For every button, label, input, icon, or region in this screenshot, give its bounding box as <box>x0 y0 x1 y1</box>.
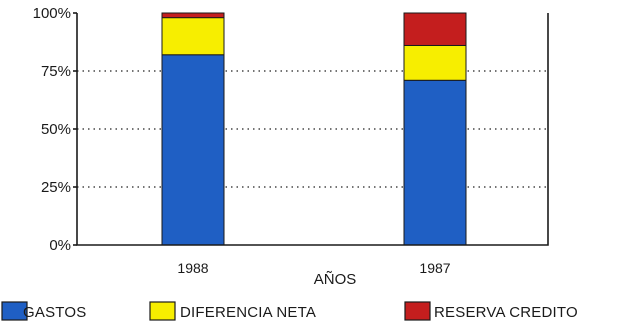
y-tick-label-25: 25% <box>41 179 71 196</box>
legend-swatch-gastos <box>1 301 28 321</box>
y-tick-label-0: 0% <box>49 237 71 254</box>
bar-1987-diferencia-neta <box>403 44 467 81</box>
bar-1987-gastos <box>403 79 467 246</box>
axis-layer <box>76 13 549 246</box>
legend-swatch-reserva-credito <box>404 301 431 321</box>
x-category-label-1987: 1987 <box>419 260 450 276</box>
y-tick-label-50: 50% <box>41 121 71 138</box>
y-tick-label-75: 75% <box>41 63 71 80</box>
legend-label-reserva-credito: RESERVA CREDITO <box>434 304 578 321</box>
bar-1988-diferencia-neta <box>161 17 225 56</box>
plot-axes <box>76 13 549 246</box>
bars-layer <box>161 12 467 246</box>
x-category-label-1988: 1988 <box>177 260 208 276</box>
legend-label-gastos: GASTOS <box>23 304 86 321</box>
x-category-labels: 1988 1987 <box>177 260 450 276</box>
bar-1988-gastos <box>161 54 225 246</box>
grid-layer <box>77 70 548 188</box>
x-axis-title: AÑOS <box>314 271 357 288</box>
y-tick-labels: 0% 25% 50% 75% 100% <box>33 5 77 254</box>
y-tick-label-100: 100% <box>33 5 71 22</box>
legend-swatch-diferencia-neta <box>149 301 176 321</box>
legend: GASTOS DIFERENCIA NETA RESERVA CREDITO <box>1 301 578 321</box>
legend-label-diferencia-neta: DIFERENCIA NETA <box>180 304 316 321</box>
bar-1988-reserva-credito <box>161 12 225 19</box>
bar-1987-reserva-credito <box>403 12 467 46</box>
